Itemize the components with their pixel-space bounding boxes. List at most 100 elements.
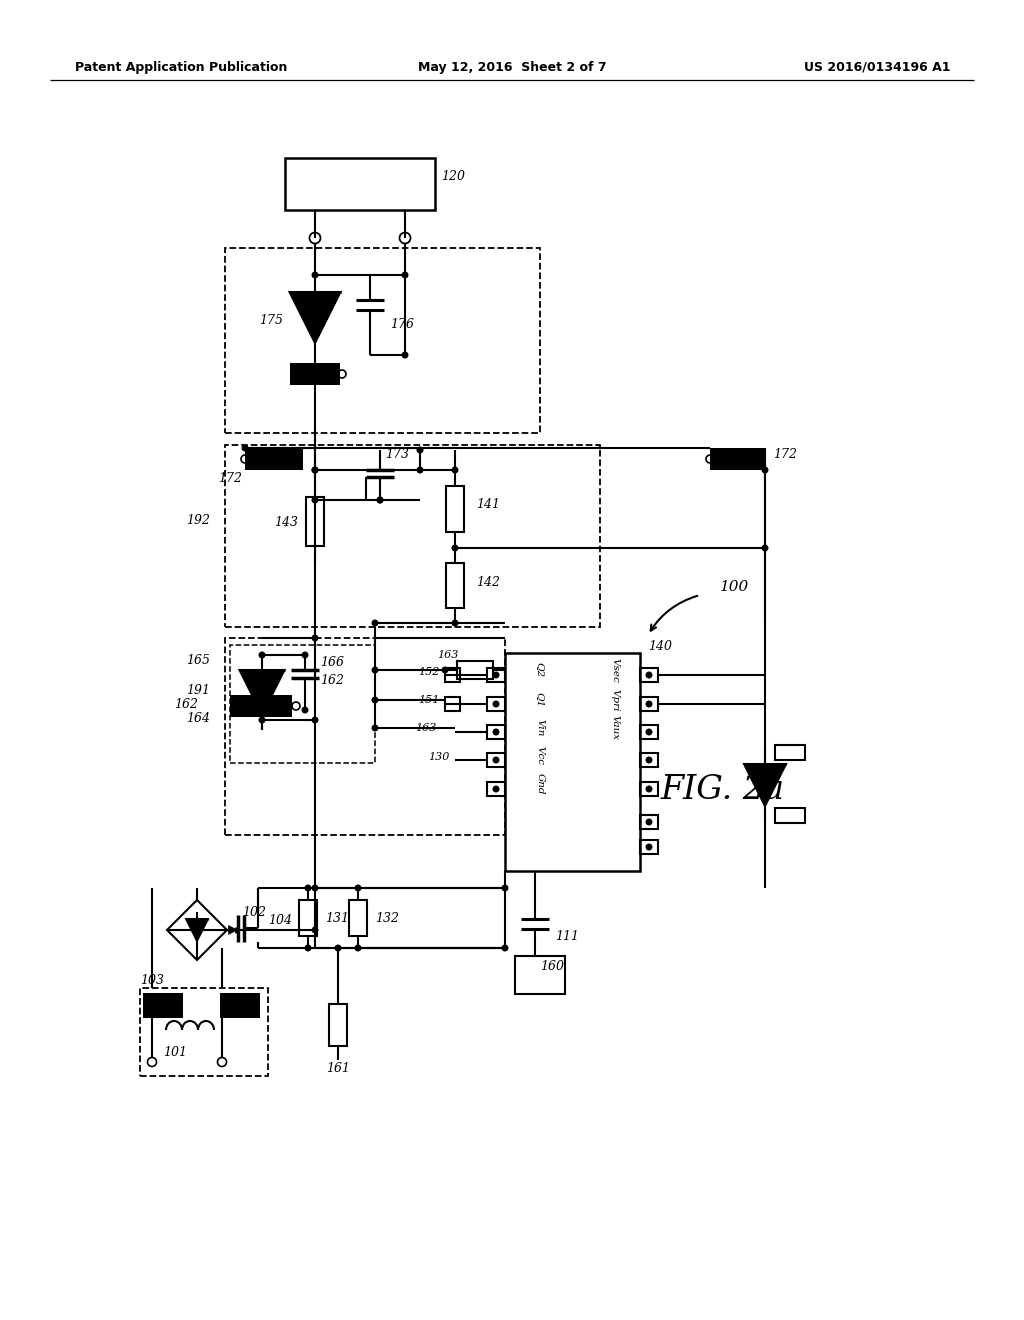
Bar [487, 697, 505, 711]
Circle shape [493, 729, 500, 735]
Circle shape [258, 652, 265, 659]
Bar [290, 363, 340, 385]
Bar [140, 987, 268, 1076]
Circle shape [354, 945, 361, 952]
Text: 191: 191 [186, 684, 210, 697]
Bar [230, 696, 292, 717]
Circle shape [304, 945, 311, 952]
Circle shape [645, 756, 652, 763]
Circle shape [372, 697, 379, 704]
Circle shape [493, 672, 500, 678]
Circle shape [401, 272, 409, 279]
Circle shape [311, 496, 318, 503]
Text: 172: 172 [218, 471, 242, 484]
Bar [505, 653, 640, 871]
Circle shape [401, 351, 409, 359]
Bar [487, 668, 505, 682]
Text: 101: 101 [163, 1045, 187, 1059]
Text: 131: 131 [325, 912, 349, 924]
Bar [230, 645, 375, 763]
Bar [143, 993, 183, 1018]
Bar [710, 447, 765, 470]
Bar [446, 564, 464, 609]
Text: 132: 132 [375, 912, 399, 924]
Polygon shape [290, 292, 341, 343]
Circle shape [372, 619, 379, 627]
Circle shape [452, 466, 459, 474]
Text: 102: 102 [242, 906, 266, 919]
Bar [487, 725, 505, 739]
Circle shape [441, 667, 449, 673]
Circle shape [311, 717, 318, 723]
Bar [775, 744, 805, 760]
Text: Vpri: Vpri [610, 689, 620, 711]
Text: 163: 163 [437, 649, 459, 660]
Text: 162: 162 [319, 673, 344, 686]
Text: Q1: Q1 [536, 693, 545, 708]
Circle shape [372, 667, 379, 673]
Circle shape [452, 544, 459, 552]
Text: 161: 161 [326, 1061, 350, 1074]
Circle shape [311, 927, 318, 933]
Text: 160: 160 [540, 960, 564, 973]
Circle shape [354, 884, 361, 891]
Text: 175: 175 [259, 314, 283, 326]
Text: 163: 163 [416, 723, 437, 733]
Circle shape [645, 701, 652, 708]
Circle shape [762, 466, 768, 474]
Text: 143: 143 [274, 516, 298, 528]
Circle shape [301, 706, 308, 714]
Circle shape [502, 945, 509, 952]
Circle shape [242, 445, 249, 451]
Text: 141: 141 [476, 499, 500, 511]
Circle shape [645, 672, 652, 678]
Text: Vcc: Vcc [536, 747, 545, 766]
Circle shape [452, 619, 459, 627]
Bar [285, 158, 435, 210]
Bar [640, 781, 658, 796]
Polygon shape [744, 764, 786, 807]
Circle shape [301, 652, 308, 659]
Text: Vin: Vin [536, 719, 545, 737]
Circle shape [311, 466, 318, 474]
Circle shape [311, 884, 318, 891]
Text: 166: 166 [319, 656, 344, 669]
Bar [640, 840, 658, 854]
Bar [515, 956, 565, 994]
Circle shape [304, 884, 311, 891]
Polygon shape [229, 927, 236, 933]
Circle shape [311, 272, 318, 279]
Bar [245, 447, 303, 470]
Circle shape [335, 945, 341, 952]
Bar [640, 814, 658, 829]
Bar [220, 993, 260, 1018]
Text: 164: 164 [186, 711, 210, 725]
Circle shape [502, 884, 509, 891]
Bar [299, 900, 317, 936]
Circle shape [645, 843, 652, 850]
Text: Gnd: Gnd [536, 774, 545, 795]
Bar [640, 697, 658, 711]
Bar [225, 248, 540, 433]
Text: Vaux: Vaux [610, 715, 620, 741]
Text: 176: 176 [390, 318, 414, 331]
Polygon shape [186, 919, 208, 941]
Text: 120: 120 [441, 169, 465, 182]
Text: 130: 130 [429, 752, 450, 762]
Circle shape [258, 717, 265, 723]
Circle shape [377, 496, 384, 503]
Circle shape [417, 466, 424, 474]
Text: 165: 165 [186, 653, 210, 667]
Text: Q2: Q2 [536, 663, 545, 677]
Text: 103: 103 [140, 974, 164, 986]
Text: May 12, 2016  Sheet 2 of 7: May 12, 2016 Sheet 2 of 7 [418, 61, 606, 74]
Circle shape [311, 466, 318, 474]
Bar [445, 668, 460, 682]
Bar [349, 900, 367, 936]
Bar [225, 638, 505, 836]
Text: Patent Application Publication: Patent Application Publication [75, 61, 288, 74]
Bar [775, 808, 805, 822]
Text: 172: 172 [773, 449, 797, 462]
Text: 152: 152 [419, 667, 440, 677]
Text: 140: 140 [648, 640, 672, 653]
